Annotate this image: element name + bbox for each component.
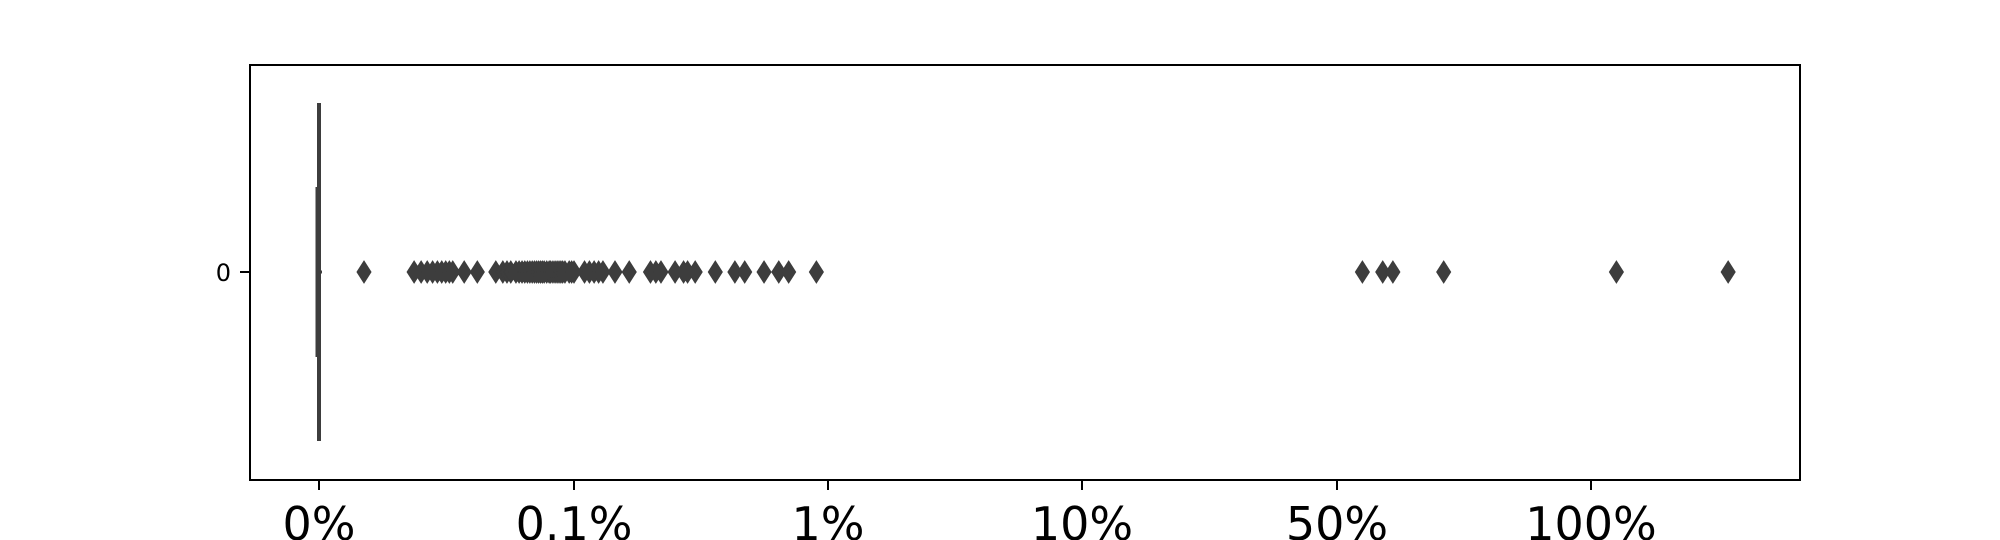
outlier-group: [356, 260, 1736, 284]
outlier-point: [1608, 260, 1624, 284]
outlier-point: [1354, 260, 1370, 284]
outlier-point: [1385, 260, 1401, 284]
outlier-point: [756, 260, 772, 284]
outlier-point: [456, 260, 472, 284]
outlier-point: [621, 260, 637, 284]
outlier-point: [653, 260, 669, 284]
outlier-point: [687, 260, 703, 284]
outlier-point: [607, 260, 623, 284]
x-tick-label: 10%: [1031, 497, 1133, 540]
outlier-point: [356, 260, 372, 284]
outlier-point: [707, 260, 723, 284]
outlier-point: [781, 260, 797, 284]
outlier-point: [595, 260, 611, 284]
y-tick-label: 0: [216, 259, 231, 287]
outlier-point: [737, 260, 753, 284]
x-tick-label: 50%: [1286, 497, 1388, 540]
outlier-point: [1720, 260, 1736, 284]
outlier-point: [566, 260, 582, 284]
box-whisker-group: [315, 103, 322, 441]
outlier-point: [445, 260, 461, 284]
x-tick-label: 100%: [1525, 497, 1657, 540]
x-tick-label: 0%: [283, 497, 356, 540]
outlier-point: [808, 260, 824, 284]
y-axis: 0: [216, 259, 250, 287]
x-axis: 0% 0.1% 1% 10% 50% 100%: [283, 480, 1657, 540]
x-tick-label: 0.1%: [516, 497, 633, 540]
outlier-point: [1436, 260, 1452, 284]
outlier-point: [1375, 260, 1391, 284]
x-tick-label: 1%: [792, 497, 865, 540]
outlier-point: [469, 260, 485, 284]
